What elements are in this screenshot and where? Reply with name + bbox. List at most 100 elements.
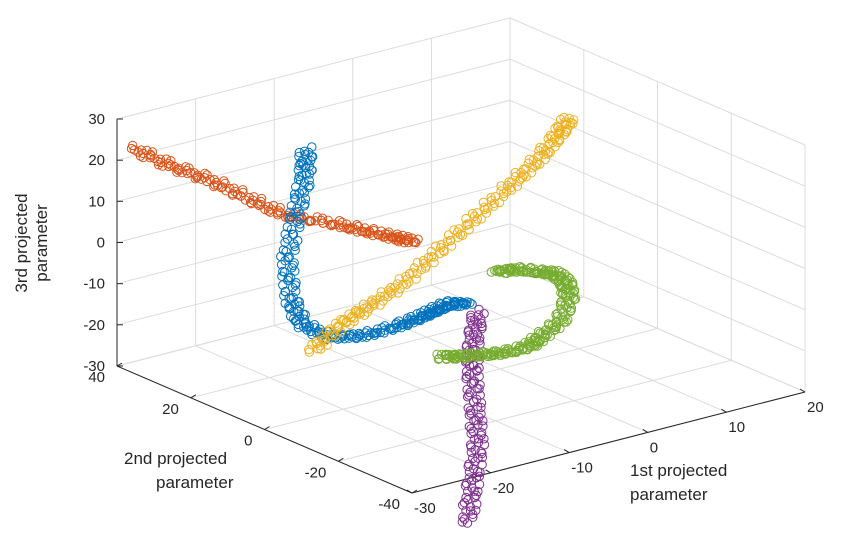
data-point	[304, 344, 314, 355]
data-point	[570, 294, 581, 304]
data-point	[274, 206, 284, 216]
gridline-right-z	[509, 141, 806, 269]
data-point	[506, 182, 516, 193]
data-point	[532, 268, 543, 278]
data-point	[457, 517, 467, 527]
data-point	[291, 286, 301, 296]
data-point	[443, 230, 454, 240]
z-axis-label-line2: parameter	[32, 204, 51, 282]
data-point	[475, 333, 485, 343]
data-point	[330, 219, 340, 230]
data-point	[473, 419, 483, 430]
y-tick-label: -40	[378, 496, 400, 513]
data-point	[383, 234, 394, 244]
data-point	[353, 306, 363, 316]
data-point	[289, 306, 299, 316]
data-point	[472, 214, 483, 224]
data-point	[278, 245, 289, 255]
data-point	[469, 360, 479, 371]
data-point	[300, 318, 311, 328]
y-tick-label: 40	[88, 369, 105, 386]
data-point	[368, 230, 378, 241]
data-point	[435, 248, 445, 259]
data-point	[408, 237, 419, 247]
data-point	[463, 495, 473, 505]
data-point	[474, 479, 485, 490]
data-point	[529, 335, 540, 346]
data-point	[209, 175, 219, 185]
x-tick-mark	[485, 469, 491, 474]
data-point	[221, 186, 231, 196]
data-point	[337, 217, 347, 228]
data-point	[338, 316, 348, 326]
data-point	[535, 328, 545, 338]
x-tick-mark	[563, 449, 570, 454]
data-point	[471, 415, 481, 425]
data-point	[468, 509, 478, 519]
data-point	[510, 167, 520, 178]
x-tick-label: -10	[571, 460, 593, 477]
gridline-floor-y	[264, 328, 658, 430]
data-point	[458, 500, 468, 510]
data-point	[245, 197, 256, 208]
data-point	[475, 339, 485, 349]
data-point	[476, 352, 486, 362]
data-point	[564, 113, 574, 124]
gridline-right-z	[509, 17, 806, 146]
data-point	[391, 318, 402, 328]
data-point	[359, 303, 369, 314]
data-point	[461, 213, 471, 224]
data-point	[408, 268, 418, 278]
series-2	[276, 142, 477, 344]
z-tick-label: 0	[97, 235, 105, 252]
data-point	[375, 291, 386, 302]
data-point	[336, 327, 346, 337]
data-point	[399, 238, 409, 248]
data-point	[403, 320, 413, 331]
data-point	[358, 226, 368, 237]
data-point	[413, 234, 423, 244]
data-point	[562, 278, 572, 289]
data-point	[465, 387, 475, 398]
data-point	[460, 353, 470, 363]
data-point	[380, 321, 390, 331]
data-point	[430, 241, 441, 251]
data-point	[394, 316, 404, 326]
data-point	[449, 349, 460, 360]
series-5	[432, 262, 581, 364]
data-point	[549, 134, 560, 144]
data-point	[375, 327, 386, 338]
data-point	[476, 402, 486, 413]
x-axis-label-line1: 1st projected	[630, 461, 727, 480]
data-point	[412, 309, 422, 319]
data-point	[283, 275, 293, 285]
data-point	[533, 151, 544, 162]
data-point	[445, 235, 455, 246]
y-tick-label: 0	[244, 433, 252, 450]
data-point	[473, 453, 483, 463]
data-point	[468, 512, 478, 522]
data-point	[489, 350, 499, 361]
data-point	[466, 476, 477, 486]
gridline-back-z	[116, 17, 511, 120]
data-point	[147, 147, 158, 157]
data-point	[449, 354, 459, 364]
gridline-back-z	[116, 182, 511, 285]
z-tick-label: -30	[83, 358, 105, 375]
data-point	[438, 245, 449, 256]
data-point	[458, 512, 468, 522]
data-point	[483, 351, 493, 362]
data-point	[538, 328, 548, 338]
data-point	[496, 186, 506, 196]
data-point	[281, 246, 291, 257]
data-point	[307, 329, 317, 340]
y-tick-mark	[190, 394, 197, 399]
data-point	[463, 403, 473, 413]
data-point	[352, 227, 362, 237]
data-point	[516, 266, 526, 276]
data-point	[474, 384, 484, 394]
data-point	[184, 163, 194, 173]
data-point	[555, 125, 565, 135]
data-point	[295, 222, 305, 233]
data-point	[289, 189, 300, 199]
